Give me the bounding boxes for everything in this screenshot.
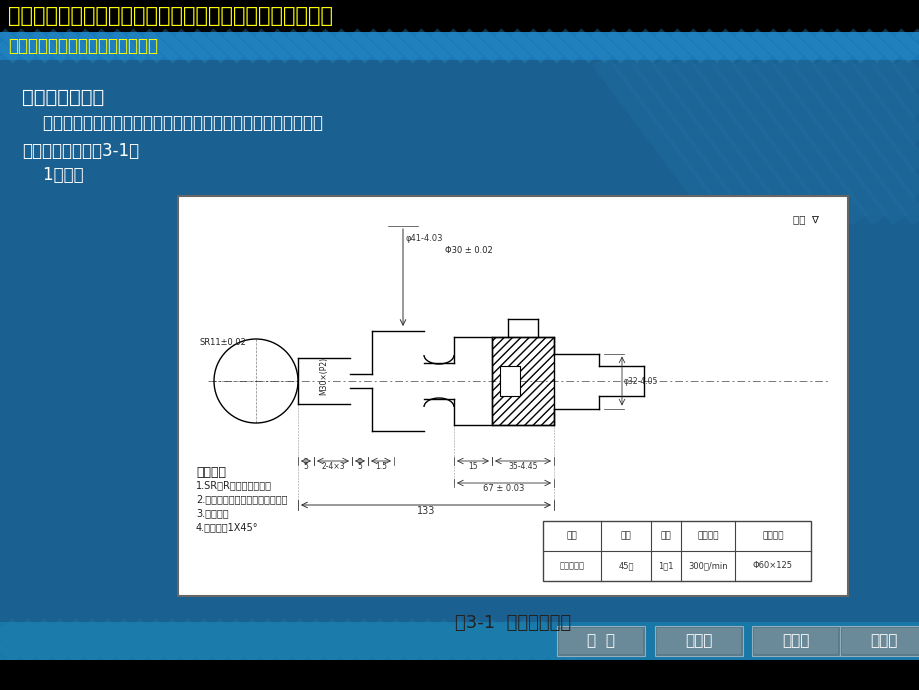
Text: Φ30 ± 0.02: Φ30 ± 0.02	[445, 246, 493, 255]
Bar	[751, 626, 839, 656]
Bar	[0, 60, 919, 630]
Text: 下一页: 下一页	[781, 633, 809, 649]
Text: SR11±0.02: SR11±0.02	[199, 338, 246, 347]
Text: 最后页: 最后页	[869, 633, 897, 649]
Text: φ32-4.05: φ32-4.05	[623, 377, 658, 386]
Text: 2.不准用锉刀、砂布等修整加工面: 2.不准用锉刀、砂布等修整加工面	[196, 494, 288, 504]
Bar	[754, 628, 837, 654]
Text: 其余  ∇: 其余 ∇	[792, 214, 818, 224]
Text: 比例: 比例	[660, 531, 671, 540]
Text: 图3-1  双头螺纹加工: 图3-1 双头螺纹加工	[454, 614, 571, 632]
Text: （一）课题七（图3-1）: （一）课题七（图3-1）	[22, 142, 139, 160]
Text: 1、图纸: 1、图纸	[22, 166, 84, 184]
Text: 5: 5	[357, 462, 362, 471]
Text: 下面双头螺纹加工为例，分析螺纹车削的工艺和加工注意事项。: 下面双头螺纹加工为例，分析螺纹车削的工艺和加工注意事项。	[22, 114, 323, 132]
Text: 名称: 名称	[566, 531, 577, 540]
Bar	[839, 626, 919, 656]
Text: 1：1: 1：1	[657, 562, 673, 571]
Bar	[0, 660, 919, 690]
Text: 133: 133	[416, 506, 435, 516]
Text: 45钢: 45钢	[618, 562, 633, 571]
Text: 首  页: 首 页	[586, 633, 614, 649]
Bar	[492, 337, 553, 425]
Text: 5: 5	[303, 462, 308, 471]
Bar	[499, 366, 519, 396]
Bar	[0, 32, 919, 60]
Text: 二、新课讲授：: 二、新课讲授：	[22, 88, 104, 107]
Bar	[656, 628, 740, 654]
Text: 300转/min: 300转/min	[687, 562, 727, 571]
Text: 工训使用: 工训使用	[697, 531, 718, 540]
Bar	[0, 622, 919, 660]
Bar	[542, 521, 811, 581]
Text: 1.SR及R不准用样棒划刀: 1.SR及R不准用样棒划刀	[196, 480, 272, 490]
Bar	[559, 628, 642, 654]
Text: 毛坯尺寸: 毛坯尺寸	[762, 531, 783, 540]
Text: 材料: 材料	[620, 531, 630, 540]
Text: 2-4×3: 2-4×3	[321, 462, 345, 471]
Text: 4.未注倒角1X45°: 4.未注倒角1X45°	[196, 522, 258, 532]
Text: 1.5: 1.5	[375, 462, 387, 471]
Text: M30×(P2): M30×(P2)	[319, 357, 328, 395]
Text: 35-4.45: 35-4.45	[507, 462, 538, 471]
Bar	[841, 628, 919, 654]
Text: 上一页: 上一页	[685, 633, 712, 649]
Text: 67 ± 0.03: 67 ± 0.03	[482, 484, 524, 493]
Text: 技术要求: 技术要求	[196, 466, 226, 479]
Text: 15: 15	[468, 462, 477, 471]
Bar	[177, 196, 847, 596]
Text: 3.锐角倒钝: 3.锐角倒钝	[196, 508, 229, 518]
Text: 浙江工业职业技术学院《数控机床操作技能实训》精品课程: 浙江工业职业技术学院《数控机床操作技能实训》精品课程	[8, 6, 333, 26]
Bar	[556, 626, 644, 656]
Bar	[0, 0, 919, 32]
Text: φ41-4.03: φ41-4.03	[405, 234, 443, 243]
Text: 数控车中级技能实训理论教学模块: 数控车中级技能实训理论教学模块	[8, 37, 158, 55]
Text: Φ60×125: Φ60×125	[752, 562, 792, 571]
Text: 双头螺纹轴: 双头螺纹轴	[559, 562, 584, 571]
Bar	[654, 626, 743, 656]
